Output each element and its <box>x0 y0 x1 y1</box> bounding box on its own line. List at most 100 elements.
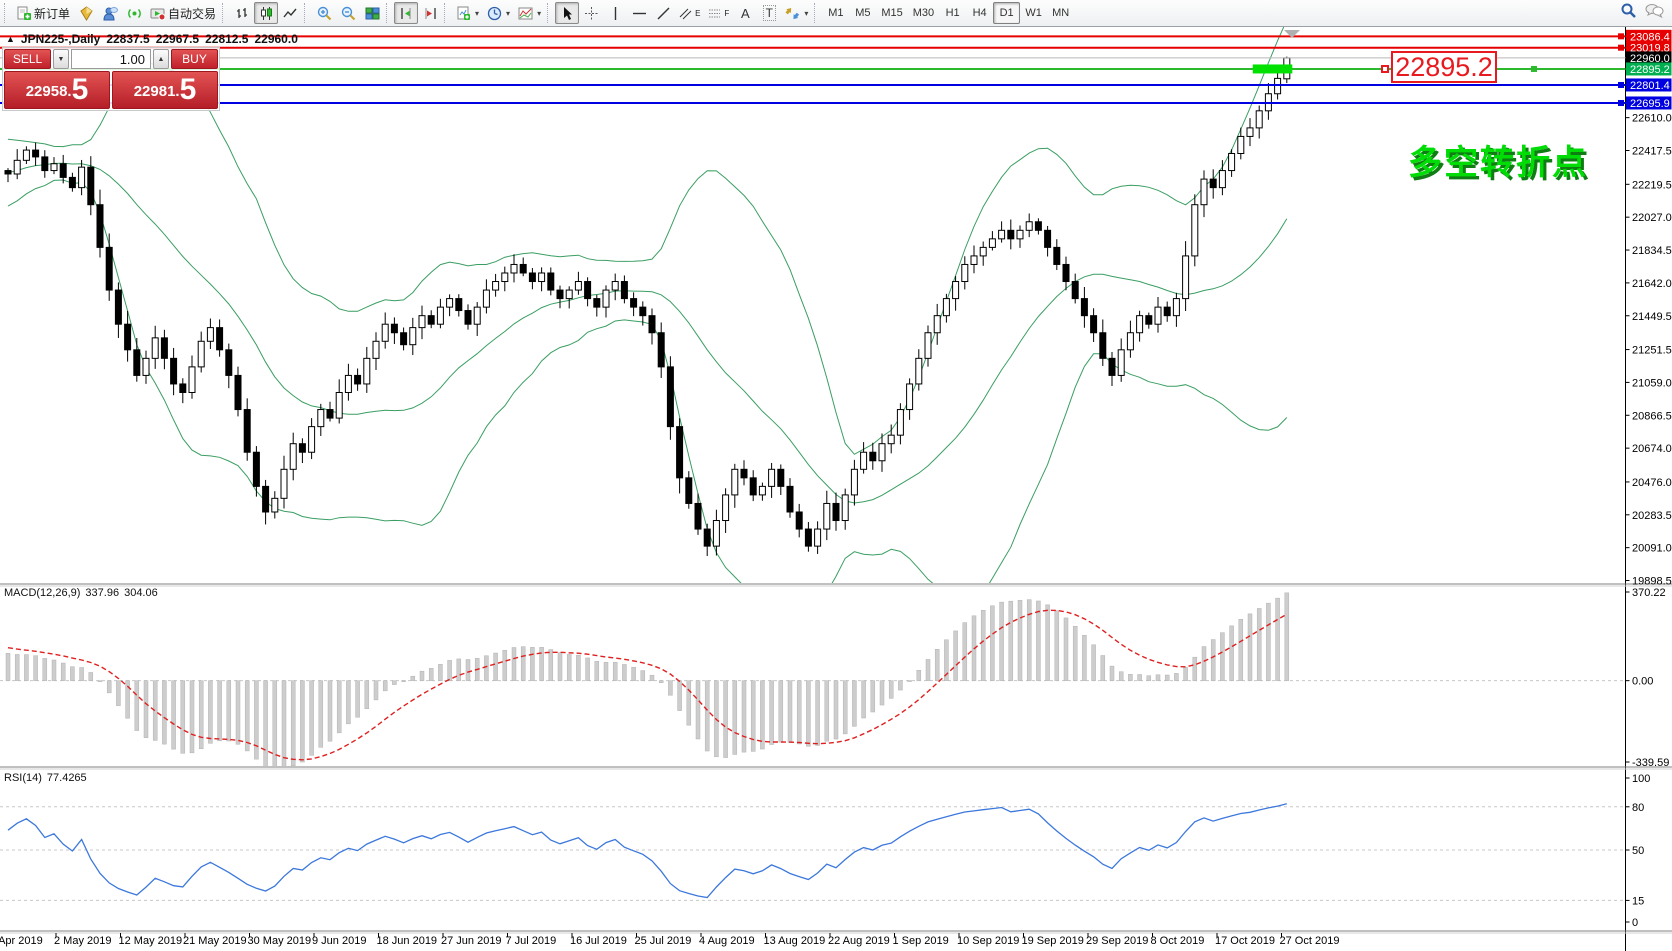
svg-text:8 Oct 2019: 8 Oct 2019 <box>1151 935 1205 947</box>
ohlc-close: 22960.0 <box>254 32 298 46</box>
svg-text:22 Aug 2019: 22 Aug 2019 <box>828 935 890 947</box>
dropdown-caret-icon: ▾ <box>506 8 511 18</box>
market-icon <box>79 5 94 21</box>
symbol-period-label: JPN225-,Daily <box>20 32 101 46</box>
timeframe-m1-button[interactable]: M1 <box>828 7 844 19</box>
cursor-icon <box>560 6 575 21</box>
auto-scroll-button[interactable] <box>418 2 442 24</box>
horizontal-line-button[interactable] <box>627 2 651 24</box>
dropdown-caret-icon: ▾ <box>475 8 480 18</box>
chat-icon[interactable] <box>1645 3 1664 24</box>
svg-text:16 Jul 2019: 16 Jul 2019 <box>570 935 627 947</box>
timeframe-d1-button[interactable]: D1 <box>993 2 1021 24</box>
new-order-button[interactable]: 新订单 <box>12 2 74 24</box>
timeframe-h4-button[interactable]: H4 <box>972 7 987 19</box>
svg-text:15: 15 <box>1632 895 1644 907</box>
signals-button[interactable] <box>122 2 146 24</box>
svg-text:20674.0: 20674.0 <box>1632 443 1672 455</box>
svg-text:7 Jul 2019: 7 Jul 2019 <box>506 935 557 947</box>
svg-text:29 Sep 2019: 29 Sep 2019 <box>1086 935 1148 947</box>
one-click-trade-panel: SELL ▼ ▲ BUY 22958.5 22981.5 <box>2 47 220 111</box>
volume-input[interactable] <box>71 49 151 69</box>
toolbar: 新订单 自动交易 ▾ ▾ <box>0 0 1672 27</box>
zoom-out-button[interactable] <box>336 2 360 24</box>
toolbar-separator <box>386 3 391 23</box>
svg-text:22417.5: 22417.5 <box>1632 146 1672 158</box>
price-chart[interactable]: 23086.423019.822960.022895.222801.422695… <box>0 27 1672 951</box>
buy-button[interactable]: BUY <box>171 49 218 69</box>
community-button[interactable] <box>98 2 122 24</box>
macd-name: MACD(12,26,9) <box>4 587 81 599</box>
text-button[interactable]: A <box>733 2 757 24</box>
timeframe-w1-button[interactable]: W1 <box>1025 7 1042 19</box>
autotrade-icon <box>150 6 166 21</box>
rsi-value: 77.4265 <box>46 772 87 784</box>
timeframe-m15-button[interactable]: M15 <box>881 7 903 19</box>
chart-shift-icon <box>399 6 414 21</box>
svg-text:21251.5: 21251.5 <box>1632 345 1672 357</box>
sell-button[interactable]: SELL <box>4 49 51 69</box>
vertical-line-icon <box>608 6 623 21</box>
panel-collapse-icon[interactable]: ▲ <box>6 34 15 44</box>
turning-point-annotation[interactable]: 多空转折点 <box>1408 144 1588 182</box>
indicators-button[interactable]: ▾ <box>514 2 545 24</box>
zoom-in-button[interactable] <box>312 2 336 24</box>
timeframe-mn-button[interactable]: MN <box>1052 7 1070 19</box>
sell-price-main: 22958 <box>25 83 68 100</box>
svg-text:100: 100 <box>1632 773 1650 785</box>
market-button[interactable] <box>74 2 98 24</box>
toolbar-separator <box>547 3 552 23</box>
svg-text:10 Sep 2019: 10 Sep 2019 <box>957 935 1019 947</box>
svg-text:0.00: 0.00 <box>1632 676 1653 688</box>
cursor-button[interactable] <box>555 2 580 24</box>
dropdown-caret-icon: ▾ <box>804 8 809 18</box>
new-order-label: 新订单 <box>34 6 71 21</box>
new-order-icon <box>16 6 31 21</box>
toolbar-separator <box>444 3 449 23</box>
svg-text:22610.0: 22610.0 <box>1632 113 1672 125</box>
buy-price[interactable]: 22981. 5 <box>112 71 218 109</box>
text-label-button[interactable]: T <box>757 2 781 24</box>
trendline-button[interactable] <box>651 2 675 24</box>
rsi-name: RSI(14) <box>4 772 42 784</box>
price-annotation-anchor[interactable] <box>1381 65 1389 73</box>
line-chart-button[interactable] <box>278 2 302 24</box>
profiles-button[interactable]: ▾ <box>483 2 514 24</box>
clock-icon <box>487 6 502 21</box>
timeframe-m5-button[interactable]: M5 <box>855 7 871 19</box>
ohlc-open: 22837.5 <box>106 32 150 46</box>
arrows-button[interactable]: ▾ <box>781 2 812 24</box>
volume-down-button[interactable]: ▼ <box>53 49 69 69</box>
toolbar-separator <box>304 3 309 23</box>
timeframe-h1-button[interactable]: H1 <box>945 7 960 19</box>
buy-price-main: 22981 <box>133 83 176 100</box>
bar-chart-button[interactable] <box>230 2 254 24</box>
svg-text:30 May 2019: 30 May 2019 <box>248 935 312 947</box>
autotrade-button[interactable]: 自动交易 <box>146 2 220 24</box>
timeframe-m30-button[interactable]: M30 <box>912 7 935 19</box>
svg-text:22027.0: 22027.0 <box>1632 212 1672 224</box>
search-icon[interactable] <box>1620 2 1637 24</box>
vertical-line-button[interactable] <box>603 2 627 24</box>
channel-button[interactable]: E <box>675 2 704 24</box>
svg-text:20866.5: 20866.5 <box>1632 410 1672 422</box>
svg-text:18 Jun 2019: 18 Jun 2019 <box>377 935 438 947</box>
candlestick-button[interactable] <box>254 2 279 24</box>
auto-scroll-icon <box>423 6 438 21</box>
crosshair-button[interactable] <box>579 2 603 24</box>
fibonacci-button[interactable]: F <box>704 2 733 24</box>
svg-text:13 Aug 2019: 13 Aug 2019 <box>764 935 826 947</box>
svg-text:25 Jul 2019: 25 Jul 2019 <box>635 935 692 947</box>
chart-area[interactable]: 23086.4 23019.8 22960.0 22895.2 22801.4 22695… <box>0 27 1672 951</box>
svg-text:370.22: 370.22 <box>1632 587 1666 599</box>
fibonacci-icon <box>708 7 721 20</box>
label-tool-label: T <box>762 5 776 21</box>
volume-up-button[interactable]: ▲ <box>153 49 169 69</box>
new-chart-button[interactable]: ▾ <box>452 2 483 24</box>
sell-price[interactable]: 22958. 5 <box>4 71 110 109</box>
text-tool-label: A <box>740 5 750 21</box>
chart-shift-button[interactable] <box>394 2 419 24</box>
tile-windows-button[interactable] <box>360 2 384 24</box>
price-annotation-box[interactable]: 22895.2 <box>1391 51 1497 83</box>
macd-value: 337.96 <box>85 587 120 599</box>
